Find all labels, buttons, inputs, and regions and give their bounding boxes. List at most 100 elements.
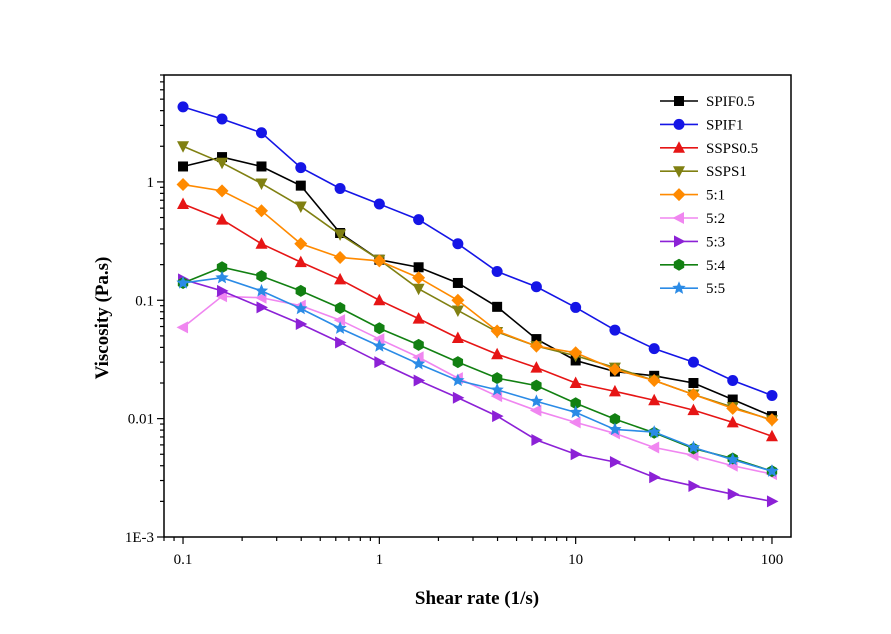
data-point-5:3-4 <box>335 336 347 349</box>
data-point-SSPS1-7 <box>451 305 464 317</box>
data-point-5:1-7 <box>451 293 465 307</box>
data-point-5:1-10 <box>569 346 583 360</box>
data-point-SPIF1-10 <box>570 301 582 313</box>
x-tick-label: 10 <box>568 552 583 568</box>
data-point-SPIF1-3 <box>295 162 307 174</box>
data-point-5:5-3 <box>294 301 308 315</box>
data-point-SPIF0.5-2 <box>256 161 267 172</box>
legend: SPIF0.5 SPIF1 SSPS0.5 SSPS1 5:1 5:2 5:3 5:4 5:5 <box>660 94 758 297</box>
data-point-5:3-2 <box>256 301 268 314</box>
y-tick-label: 1E-3 <box>125 530 154 546</box>
legend-label: SPIF0.5 <box>706 94 755 110</box>
data-point-SSPS0.5-4 <box>334 272 347 285</box>
data-point-5:4-4 <box>334 302 346 315</box>
series-5:1 <box>176 178 779 427</box>
legend-label: 5:5 <box>706 281 725 297</box>
data-point-5:5-13 <box>686 440 701 454</box>
legend-marker-SPIF0.5 <box>674 96 684 106</box>
data-point-SPIF1-1 <box>216 113 228 125</box>
series-SPIF1 <box>177 101 778 401</box>
data-point-SPIF1-4 <box>334 182 346 194</box>
series-5:4 <box>177 261 778 478</box>
data-point-5:1-2 <box>254 204 268 218</box>
data-point-5:1-12 <box>647 373 661 387</box>
legend-item-5:2: 5:2 <box>660 211 725 227</box>
data-point-5:4-6 <box>413 338 424 351</box>
data-point-SSPS0.5-1 <box>216 213 229 225</box>
data-point-SSPS0.5-7 <box>451 331 464 343</box>
data-point-5:2-4 <box>333 314 346 327</box>
legend-item-SSPS0.5: SSPS0.5 <box>660 141 758 157</box>
data-point-SPIF0.5-13 <box>688 378 699 388</box>
data-point-SSPS0.5-11 <box>608 384 621 397</box>
data-point-SPIF1-9 <box>530 281 542 293</box>
data-point-5:1-0 <box>176 178 190 192</box>
legend-label: 5:3 <box>706 234 725 250</box>
legend-item-5:1: 5:1 <box>660 188 725 204</box>
data-point-SPIF0.5-0 <box>178 161 189 172</box>
data-point-SPIF0.5-8 <box>492 301 503 312</box>
data-point-SSPS1-4 <box>334 229 347 241</box>
data-point-5:1-4 <box>333 250 347 264</box>
x-tick-label: 1 <box>376 552 384 568</box>
data-point-SPIF1-6 <box>413 214 425 226</box>
series-line-5:2 <box>182 295 773 475</box>
data-point-SPIF1-8 <box>491 265 503 277</box>
data-point-SPIF1-13 <box>687 356 699 368</box>
data-point-SPIF0.5-3 <box>295 180 306 191</box>
legend-item-5:4: 5:4 <box>660 258 726 274</box>
data-point-5:3-14 <box>727 488 740 501</box>
x-axis-title: Shear rate (1/s) <box>415 588 539 609</box>
legend-item-5:3: 5:3 <box>660 234 725 250</box>
data-point-SSPS0.5-8 <box>491 347 504 360</box>
data-point-5:1-14 <box>726 401 740 415</box>
data-point-5:3-11 <box>609 456 622 469</box>
data-point-5:3-7 <box>452 391 465 404</box>
data-point-5:2-10 <box>569 416 581 429</box>
data-point-5:3-1 <box>217 284 229 297</box>
data-point-SPIF0.5-6 <box>413 262 424 273</box>
data-point-SSPS1-1 <box>216 157 229 170</box>
data-point-SSPS0.5-0 <box>177 197 190 210</box>
data-point-5:5-14 <box>726 452 740 466</box>
data-point-5:4-8 <box>491 372 503 385</box>
series-SSPS0.5 <box>177 197 778 442</box>
data-point-5:5-4 <box>333 321 347 334</box>
data-point-5:1-3 <box>294 237 308 251</box>
data-point-5:3-8 <box>492 410 504 423</box>
data-point-5:5-11 <box>608 422 622 436</box>
data-point-5:4-9 <box>531 379 542 392</box>
data-point-SSPS0.5-9 <box>530 361 543 373</box>
legend-marker-SPIF1 <box>673 118 685 130</box>
data-point-5:5-8 <box>490 382 504 396</box>
data-point-SSPS1-0 <box>177 141 190 153</box>
legend-label: SPIF1 <box>706 117 744 133</box>
data-point-5:1-13 <box>686 387 700 401</box>
x-tick-label: 0.1 <box>174 552 193 568</box>
data-point-SSPS0.5-2 <box>255 237 268 249</box>
data-point-SPIF1-11 <box>609 324 621 336</box>
data-point-5:4-11 <box>609 413 621 426</box>
data-point-SSPS0.5-15 <box>765 429 778 442</box>
legend-item-5:5: 5:5 <box>660 281 725 297</box>
data-point-5:2-6 <box>412 351 424 364</box>
legend-label: 5:4 <box>706 258 726 274</box>
data-point-5:5-10 <box>569 405 583 419</box>
data-point-SPIF1-12 <box>648 343 660 355</box>
data-point-SPIF0.5-9 <box>531 334 542 345</box>
series-line-SPIF1 <box>182 106 773 397</box>
legend-label: 5:1 <box>706 188 725 204</box>
data-point-5:2-1 <box>215 290 228 303</box>
axes-layer: 0.1 1 10 100 1E-3 0.01 0.1 1 <box>125 74 792 568</box>
data-point-5:3-13 <box>688 479 700 492</box>
data-point-5:5-0 <box>176 275 190 289</box>
legend-marker-5:5 <box>672 281 686 294</box>
data-point-SSPS0.5-14 <box>726 415 739 428</box>
y-axis-title: Viscosity (Pa.s) <box>92 257 113 380</box>
data-point-5:2-0 <box>176 321 189 334</box>
data-point-5:1-6 <box>412 271 426 285</box>
data-point-SSPS0.5-10 <box>569 376 582 388</box>
